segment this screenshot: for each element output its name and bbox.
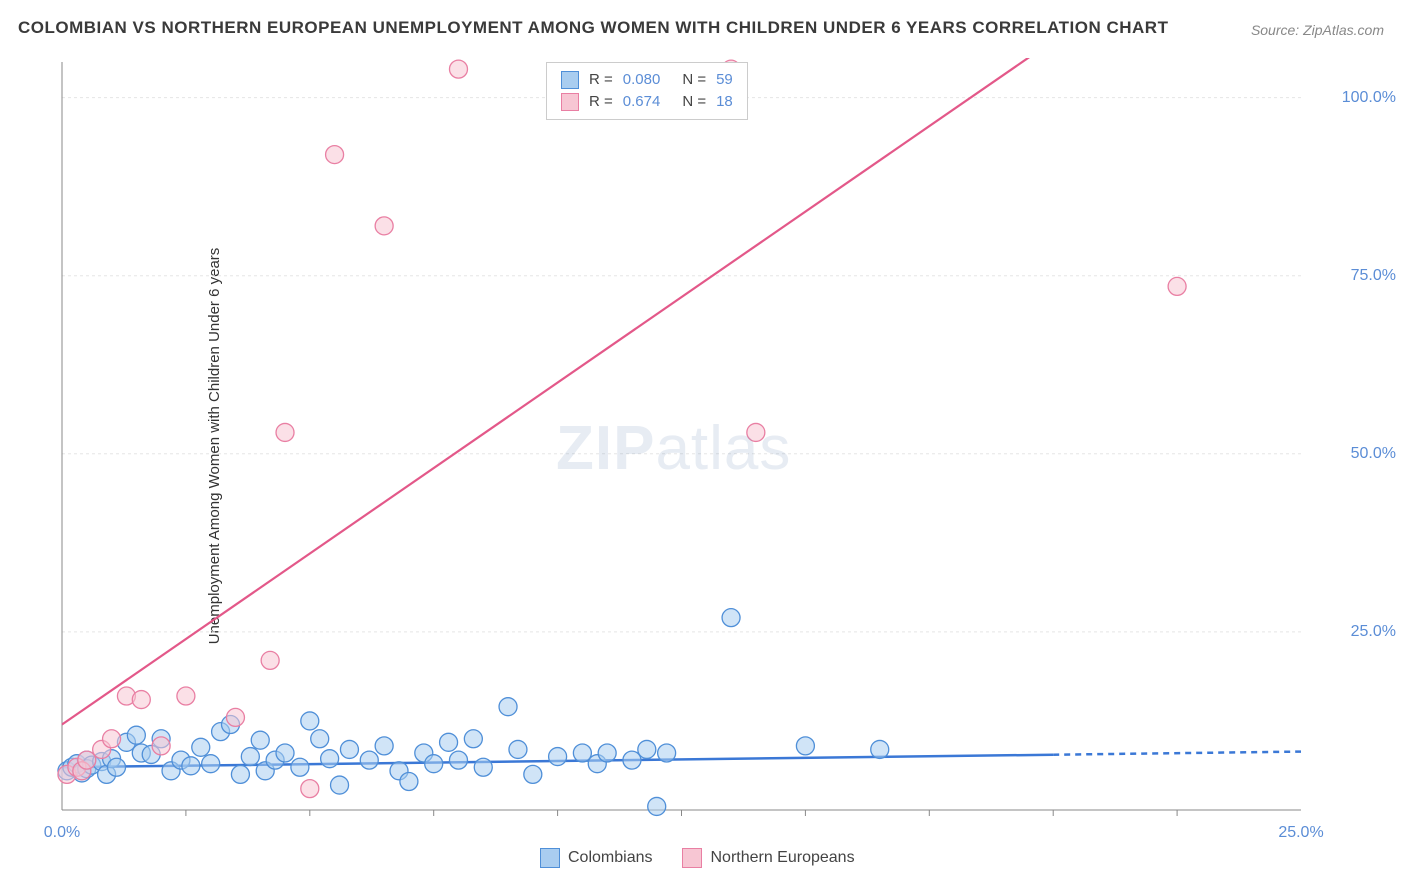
legend-r-label: R = (589, 69, 613, 91)
legend-swatch (682, 848, 702, 868)
legend-r-value: 0.674 (623, 91, 661, 113)
legend-r-label: R = (589, 91, 613, 113)
legend-row: R = 0.674 N = 18 (561, 91, 733, 113)
legend-n-value: 18 (716, 91, 733, 113)
legend-swatch (561, 71, 579, 89)
chart-title: COLOMBIAN VS NORTHERN EUROPEAN UNEMPLOYM… (18, 18, 1168, 38)
legend-row: R = 0.080 N = 59 (561, 69, 733, 91)
legend-label: Northern Europeans (710, 849, 854, 866)
legend-label: Colombians (568, 849, 652, 866)
legend-item: Colombians (540, 848, 652, 868)
y-tick-label: 75.0% (1351, 267, 1396, 285)
x-tick-label: 0.0% (44, 824, 80, 842)
scatter-chart (56, 58, 1346, 828)
chart-area: ZIPatlas R = 0.080 N = 59 R = 0.674 N = … (56, 58, 1346, 828)
legend-r-value: 0.080 (623, 69, 661, 91)
legend-swatch (540, 848, 560, 868)
y-tick-label: 100.0% (1342, 89, 1396, 107)
legend-n-value: 59 (716, 69, 733, 91)
source-label: Source: ZipAtlas.com (1251, 22, 1384, 38)
legend-n-label: N = (682, 69, 706, 91)
x-tick-label: 25.0% (1278, 824, 1323, 842)
legend-swatch (561, 93, 579, 111)
correlation-legend: R = 0.080 N = 59 R = 0.674 N = 18 (546, 62, 748, 120)
legend-item: Northern Europeans (682, 848, 854, 868)
series-legend: Colombians Northern Europeans (540, 848, 855, 868)
legend-n-label: N = (682, 91, 706, 113)
y-tick-label: 50.0% (1351, 445, 1396, 463)
y-tick-label: 25.0% (1351, 623, 1396, 641)
